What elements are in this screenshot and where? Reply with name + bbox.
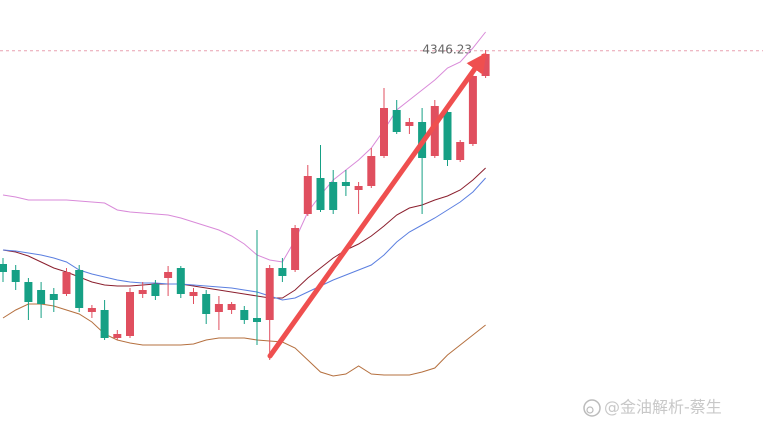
watermark-text: @金油解析-蔡生 — [604, 398, 722, 417]
indicator-line — [2, 31, 486, 263]
candle-body — [456, 142, 465, 160]
candle-body — [316, 178, 325, 210]
candle-body — [202, 294, 211, 314]
candle-body — [11, 270, 20, 282]
trend-arrow — [267, 52, 487, 359]
candle-body — [253, 318, 261, 322]
plot: 4346.23 — [0, 31, 763, 377]
candle-body — [240, 310, 249, 320]
candle-body — [164, 272, 173, 278]
candle-body — [392, 110, 401, 132]
candle-body — [443, 112, 452, 160]
candle-body — [303, 176, 312, 214]
indicator-line — [2, 303, 486, 377]
candle-body — [468, 76, 477, 144]
watermark: @金油解析-蔡生 — [583, 398, 722, 417]
candle-body — [126, 292, 134, 336]
candle-body — [189, 292, 198, 296]
candle-body — [341, 182, 350, 186]
candle-body — [75, 270, 84, 308]
candle-body — [227, 304, 236, 310]
candle-body — [405, 122, 414, 126]
candle-body — [138, 290, 147, 294]
candle-body — [100, 310, 109, 338]
candle-body — [49, 294, 58, 300]
indicator-line — [2, 167, 486, 299]
candle-body — [329, 182, 338, 210]
candle-body — [214, 304, 223, 312]
watermark-icon — [586, 406, 594, 414]
candle-body — [380, 108, 388, 156]
candle-body — [87, 308, 96, 312]
candle-body — [265, 268, 274, 320]
candle-body — [176, 268, 185, 294]
candle-body — [24, 282, 33, 302]
candle-body — [354, 186, 363, 190]
indicator-line — [2, 177, 486, 301]
candle-body — [278, 268, 287, 276]
candle-body — [62, 272, 71, 294]
watermark-icon — [583, 399, 601, 417]
price-label: 4346.23 — [422, 42, 472, 56]
candle-body — [291, 228, 300, 270]
candle-body — [151, 284, 160, 296]
candle-body — [113, 334, 122, 338]
candle-body — [37, 290, 46, 304]
candle-body — [430, 106, 439, 156]
candle-body — [0, 264, 7, 272]
candle-body — [367, 156, 376, 186]
